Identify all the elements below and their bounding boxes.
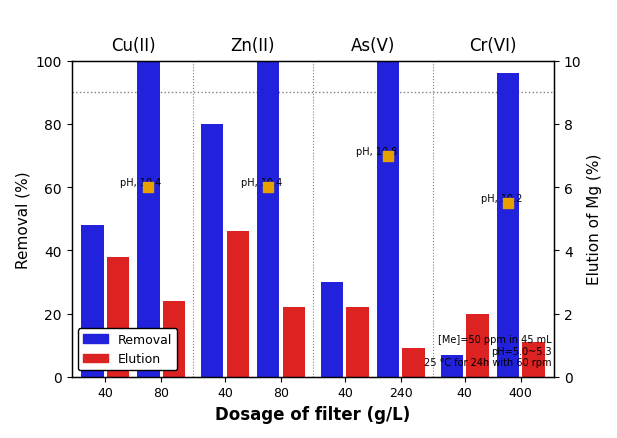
Point xyxy=(383,153,393,160)
Bar xyxy=(257,62,280,377)
Text: [Me]=50 ppm in 45 mL
pH=5.0~5.3
25 °C for 24h with 60 rpm: [Me]=50 ppm in 45 mL pH=5.0~5.3 25 °C fo… xyxy=(424,334,552,367)
Bar xyxy=(81,226,104,377)
Text: pH, 10.4: pH, 10.4 xyxy=(120,178,161,188)
Bar xyxy=(402,349,424,377)
Point xyxy=(143,184,153,191)
Bar xyxy=(466,314,489,377)
Bar xyxy=(137,62,160,377)
Bar xyxy=(201,125,223,377)
Point xyxy=(263,184,273,191)
Bar xyxy=(163,301,185,377)
Bar xyxy=(226,232,249,377)
Text: Cu(II): Cu(II) xyxy=(111,37,155,55)
Bar xyxy=(377,62,399,377)
Bar xyxy=(346,307,369,377)
Text: pH, 10.2: pH, 10.2 xyxy=(481,194,522,204)
Bar xyxy=(497,74,519,377)
Bar xyxy=(522,342,545,377)
Y-axis label: Removal (%): Removal (%) xyxy=(15,170,30,268)
Point xyxy=(503,200,513,207)
Text: Cr(VI): Cr(VI) xyxy=(469,37,516,55)
Text: Zn(II): Zn(II) xyxy=(231,37,275,55)
Bar xyxy=(283,307,305,377)
Text: As(V): As(V) xyxy=(350,37,395,55)
Legend: Removal, Elution: Removal, Elution xyxy=(78,328,177,371)
Bar xyxy=(107,257,129,377)
Bar xyxy=(441,355,463,377)
Bar xyxy=(321,282,343,377)
Y-axis label: Elution of Mg (%): Elution of Mg (%) xyxy=(587,154,602,285)
Text: pH, 10.8: pH, 10.8 xyxy=(356,146,397,156)
X-axis label: Dosage of filter (g/L): Dosage of filter (g/L) xyxy=(215,405,410,423)
Text: pH, 10.4: pH, 10.4 xyxy=(241,178,282,188)
